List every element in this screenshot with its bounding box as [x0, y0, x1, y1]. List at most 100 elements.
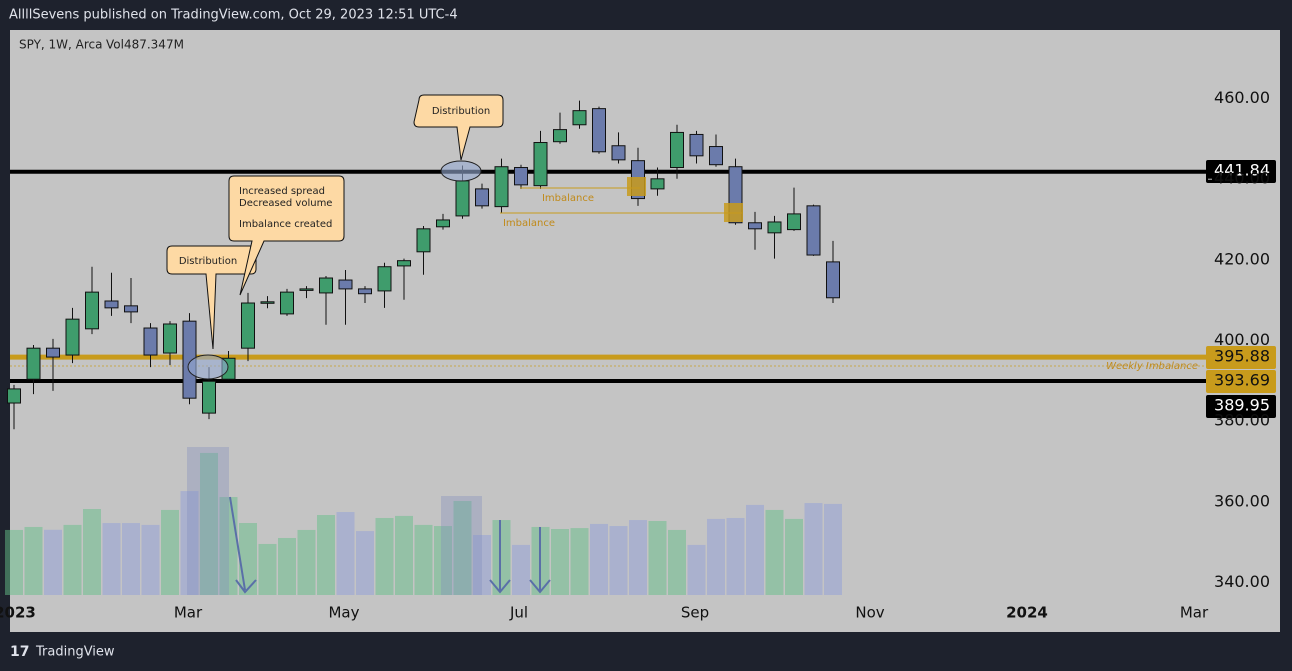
- candle-body: [299, 288, 314, 291]
- axes: 340.00 360.00 380.00 400.00 420.00 440.00 460.…: [0, 88, 1270, 621]
- volume-bar: [161, 509, 179, 595]
- y-tick-label: 460.00: [1214, 88, 1270, 107]
- highlight-ellipse: [440, 160, 482, 182]
- volume-bar: [375, 517, 394, 595]
- candle-body: [85, 291, 99, 330]
- volume-bar: [395, 515, 413, 595]
- volume-bar: [239, 523, 257, 595]
- candle-body: [416, 228, 431, 253]
- level-label: 395.88: [1214, 347, 1270, 366]
- annotation: Imbalance: [503, 218, 555, 229]
- volume-bar: [492, 520, 511, 595]
- level-label-bg: [1206, 395, 1276, 418]
- volume-bar: [297, 529, 316, 595]
- candle-body: [7, 388, 21, 404]
- candle-body: [338, 279, 353, 290]
- candle-body: [787, 213, 801, 231]
- volume-highlight: [441, 496, 482, 595]
- annotation: Increased spread: [239, 186, 325, 197]
- annotation: Weekly Imbalance: [1106, 361, 1198, 372]
- candle-body: [670, 131, 684, 169]
- candle-body: [767, 221, 782, 234]
- volume-bar: [122, 523, 140, 595]
- volume-bar: [765, 509, 784, 595]
- y-tick-label: 420.00: [1214, 249, 1270, 268]
- candle-body: [163, 323, 177, 354]
- candle-body: [436, 219, 450, 228]
- volume-bar: [141, 524, 160, 595]
- volume-bar: [434, 526, 452, 595]
- y-tick-label: 440.00: [1214, 169, 1270, 188]
- candle-body: [143, 327, 158, 356]
- volume-bar: [317, 515, 335, 595]
- volume-bar: [785, 518, 803, 595]
- candle-body: [397, 260, 411, 267]
- candle-body: [241, 302, 255, 349]
- arrows: [229, 496, 551, 594]
- candle-body: [709, 146, 723, 166]
- level-label: 389.95: [1214, 396, 1270, 415]
- volume-bar: [707, 518, 725, 595]
- callout: [413, 94, 504, 161]
- y-tick-label: 400.00: [1214, 330, 1270, 349]
- candle-body: [358, 288, 372, 295]
- candle-body: [124, 305, 138, 313]
- candle-body: [806, 205, 821, 256]
- volume-bar: [200, 452, 218, 595]
- volume-bar: [804, 503, 823, 595]
- volume-bar: [629, 520, 647, 595]
- candle-body: [650, 178, 665, 190]
- candle-body: [377, 266, 392, 292]
- check-mark: [627, 177, 646, 196]
- volume-highlight: [187, 447, 229, 595]
- level-label-bg: [1206, 346, 1276, 369]
- volume-bar: [726, 517, 745, 595]
- candle-body: [592, 108, 606, 153]
- candle-body: [260, 301, 275, 304]
- annotation: Imbalance created: [239, 219, 332, 230]
- symbol: SPY, 1W, Arca: [19, 38, 103, 52]
- volume-bar: [687, 544, 706, 595]
- x-tick-label: Sep: [681, 604, 709, 622]
- candle-body: [514, 167, 528, 186]
- volume-bar: [180, 491, 199, 595]
- candle-body: [553, 129, 567, 143]
- x-tick-label: May: [328, 604, 359, 622]
- volume-bar: [5, 529, 23, 595]
- volume-bar: [473, 535, 491, 595]
- volume-bar: [746, 504, 764, 595]
- volume-bar: [609, 526, 628, 595]
- y-tick-label: 340.00: [1214, 572, 1270, 591]
- annotation: Distribution: [432, 106, 490, 117]
- level-label: 441.84: [1214, 161, 1270, 180]
- x-tick-label: Nov: [855, 604, 884, 622]
- candle-body: [202, 380, 216, 414]
- volume-bar: [648, 520, 667, 595]
- volume-bar: [414, 524, 433, 595]
- y-tick-label: 380.00: [1214, 411, 1270, 430]
- volume-pane: [5, 452, 842, 595]
- logo: 17: [10, 644, 29, 660]
- candle-body: [826, 261, 840, 299]
- candle-body: [26, 347, 41, 380]
- x-tick-label: Mar: [1180, 604, 1209, 622]
- annotation: Decreased volume: [239, 198, 332, 209]
- candle-body: [455, 180, 470, 217]
- footer-brand: TradingView: [35, 645, 115, 660]
- volume-bar: [278, 537, 296, 595]
- annotation: Distribution: [179, 256, 237, 267]
- published-line: AllllSevens published on TradingView.com…: [9, 8, 458, 23]
- volume-bar: [824, 503, 842, 595]
- check-mark: [724, 203, 743, 222]
- candle-body: [104, 300, 119, 309]
- highlight-ellipse: [187, 354, 229, 380]
- annotation: Imbalance: [542, 193, 594, 204]
- volume-bar: [83, 509, 101, 595]
- x-tick-label: Jul: [509, 604, 528, 622]
- candle-body: [689, 133, 704, 157]
- volume-label: Vol487.347M: [106, 38, 184, 52]
- x-tick-label: Mar: [174, 604, 203, 622]
- level-label: 393.69: [1214, 371, 1270, 390]
- candle-body: [494, 166, 509, 208]
